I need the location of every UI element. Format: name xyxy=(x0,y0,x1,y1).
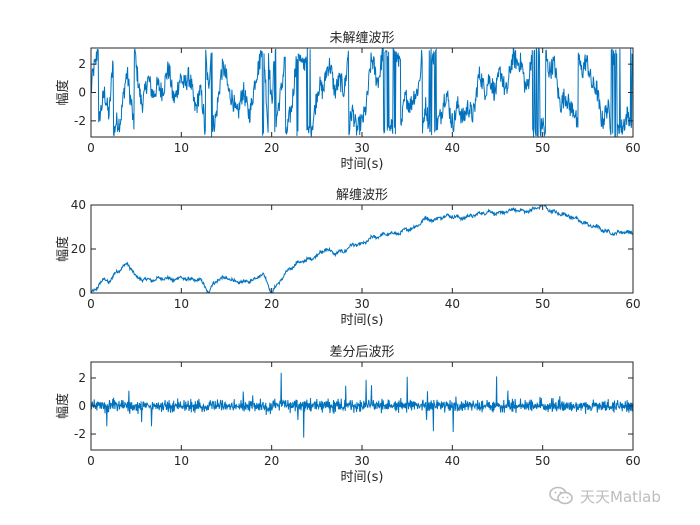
y-tick-label: 0 xyxy=(78,86,86,100)
x-tick-label: 40 xyxy=(445,454,460,468)
x-tick-label: 10 xyxy=(174,141,189,155)
x-tick-label: 30 xyxy=(354,141,369,155)
subplot-title: 未解缠波形 xyxy=(329,30,394,46)
x-tick-label: 60 xyxy=(625,454,640,468)
series-line xyxy=(91,205,633,293)
x-tick-label: 0 xyxy=(87,141,95,155)
x-axis-label: 时间(s) xyxy=(341,157,384,172)
x-tick-label: 50 xyxy=(535,454,550,468)
x-tick-label: 10 xyxy=(174,454,189,468)
x-tick-label: 0 xyxy=(87,297,95,311)
x-tick-label: 20 xyxy=(264,141,279,155)
y-tick-label: 0 xyxy=(78,286,86,300)
x-tick-label: 60 xyxy=(625,297,640,311)
x-axis-label: 时间(s) xyxy=(341,470,384,485)
x-tick-label: 50 xyxy=(535,141,550,155)
subplot-title: 解缠波形 xyxy=(336,187,388,203)
y-tick-label: -2 xyxy=(74,114,86,128)
y-tick-label: 2 xyxy=(78,371,86,385)
y-axis-label: 幅度 xyxy=(55,236,71,262)
x-tick-label: 10 xyxy=(174,297,189,311)
x-tick-label: 30 xyxy=(354,297,369,311)
series-line xyxy=(91,372,633,438)
y-axis-label: 幅度 xyxy=(55,393,71,419)
x-tick-label: 30 xyxy=(354,454,369,468)
y-tick-label: 20 xyxy=(71,242,86,256)
x-tick-label: 20 xyxy=(264,297,279,311)
y-tick-label: 40 xyxy=(71,198,86,212)
x-axis-label: 时间(s) xyxy=(341,313,384,328)
watermark-text: 天天Matlab xyxy=(580,487,661,506)
x-tick-label: 40 xyxy=(445,297,460,311)
subplot-title: 差分后波形 xyxy=(329,345,394,360)
y-tick-label: 0 xyxy=(78,399,86,413)
y-tick-label: 2 xyxy=(78,57,86,71)
x-tick-label: 0 xyxy=(87,454,95,468)
x-tick-label: 50 xyxy=(535,297,550,311)
wechat-logo-icon xyxy=(549,486,573,505)
y-tick-label: -2 xyxy=(74,427,86,441)
watermark: 天天Matlab xyxy=(548,483,661,509)
x-tick-label: 60 xyxy=(625,141,640,155)
series-line xyxy=(91,48,633,137)
x-tick-label: 20 xyxy=(264,454,279,468)
y-axis-label: 幅度 xyxy=(55,79,71,105)
x-tick-label: 40 xyxy=(445,141,460,155)
